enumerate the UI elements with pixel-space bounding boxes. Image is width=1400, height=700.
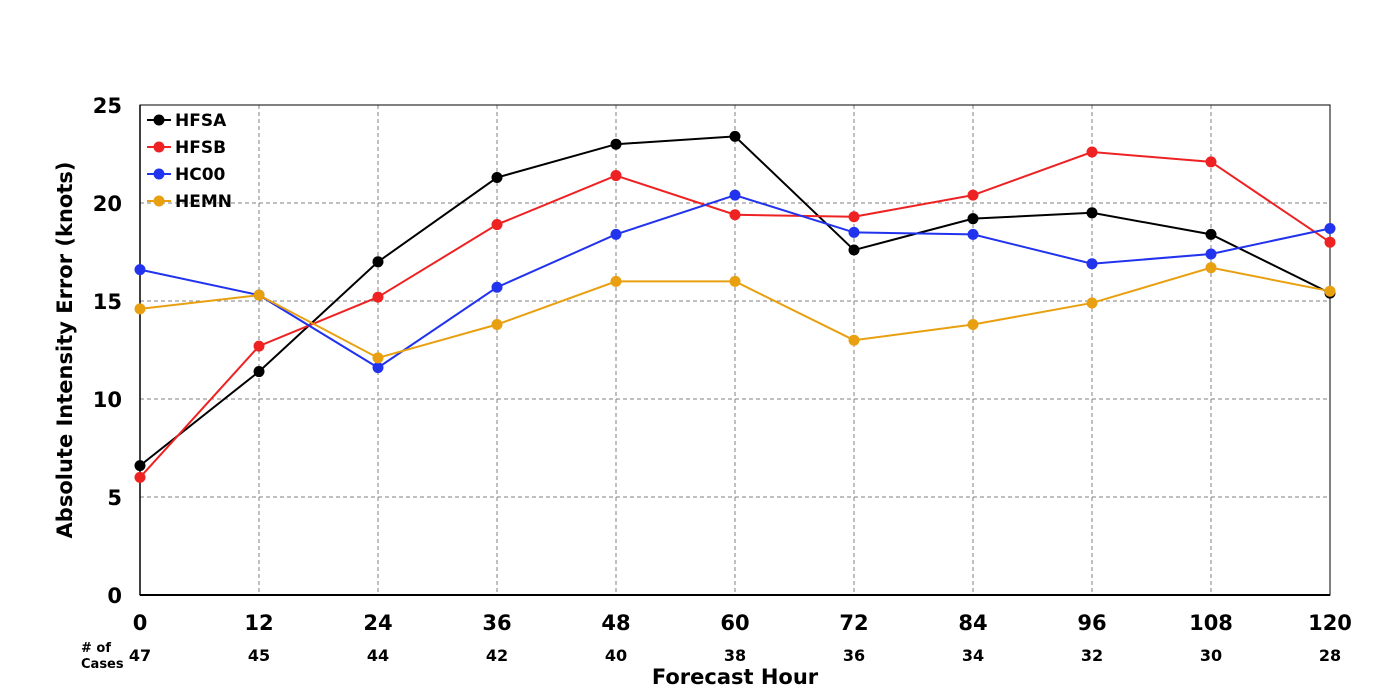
x-tick-label: 84 [958, 611, 987, 635]
data-point-hfsb [372, 291, 384, 303]
data-point-hfsa [848, 244, 860, 256]
legend-swatch-marker [153, 114, 165, 126]
x-tick-label: 36 [482, 611, 511, 635]
x-tick-label: 0 [133, 611, 148, 635]
data-point-hfsb [1205, 156, 1217, 168]
case-count-label: 30 [1200, 646, 1222, 665]
data-point-hc00 [1205, 248, 1217, 260]
data-point-hc00 [848, 226, 860, 238]
y-tick-label: 15 [93, 290, 122, 314]
x-tick-label: 108 [1189, 611, 1233, 635]
y-tick-label: 5 [107, 486, 122, 510]
data-point-hc00 [967, 228, 979, 240]
tick-labels: 0 5 10 15 20 25 0 12 24 36 48 60 72 84 96 108 120 [93, 94, 1352, 635]
case-count-label: 45 [248, 646, 270, 665]
case-count-label: 42 [486, 646, 508, 665]
data-point-hc00 [491, 281, 503, 293]
legend-label-hemn: HEMN [175, 192, 232, 212]
y-tick-label: 25 [93, 94, 122, 118]
data-point-hfsa [372, 256, 384, 268]
data-point-hemn [610, 275, 622, 287]
data-point-hfsb [1086, 146, 1098, 158]
data-point-hc00 [1086, 258, 1098, 270]
data-point-hfsa [729, 130, 741, 142]
y-tick-label: 20 [93, 192, 122, 216]
data-point-hfsb [1324, 236, 1336, 248]
cases-title-line2: Cases [81, 657, 124, 672]
data-point-hfsa [1205, 228, 1217, 240]
grid [140, 105, 1330, 595]
data-point-hemn [491, 319, 503, 331]
series-lines [134, 130, 1336, 483]
x-tick-label: 60 [720, 611, 749, 635]
data-point-hc00 [610, 228, 622, 240]
data-point-hfsb [729, 209, 741, 221]
x-tick-label: 72 [839, 611, 868, 635]
data-point-hfsb [848, 211, 860, 223]
data-point-hfsb [253, 340, 265, 352]
case-count-label: 32 [1081, 646, 1103, 665]
data-point-hemn [729, 275, 741, 287]
data-point-hc00 [372, 362, 384, 374]
data-point-hfsb [967, 189, 979, 201]
data-point-hfsb [134, 471, 146, 483]
data-point-hfsa [253, 366, 265, 378]
data-point-hc00 [134, 264, 146, 276]
data-point-hc00 [729, 189, 741, 201]
data-point-hfsa [134, 460, 146, 472]
case-count-label: 36 [843, 646, 865, 665]
legend-swatch-marker [153, 195, 165, 207]
data-point-hemn [372, 352, 384, 364]
case-count-label: 38 [724, 646, 746, 665]
data-point-hemn [253, 289, 265, 301]
data-point-hfsb [491, 219, 503, 231]
case-count-label: 28 [1319, 646, 1341, 665]
x-tick-label: 24 [363, 611, 392, 635]
data-point-hfsb [610, 170, 622, 182]
legend: HFSA HFSB HC00 HEMN [147, 111, 232, 212]
legend-swatch-marker [153, 168, 165, 180]
x-tick-label: 48 [601, 611, 630, 635]
y-tick-label: 0 [107, 584, 122, 608]
cases-title-line1: # of [81, 641, 111, 656]
data-point-hemn [1324, 285, 1336, 297]
case-count-label: 34 [962, 646, 984, 665]
data-point-hfsa [967, 213, 979, 225]
y-tick-label: 10 [93, 388, 122, 412]
y-axis-title: Absolute Intensity Error (knots) [53, 162, 77, 539]
data-point-hemn [848, 334, 860, 346]
data-point-hc00 [1324, 222, 1336, 234]
case-count-label: 47 [129, 646, 151, 665]
axes [139, 104, 1331, 596]
legend-label-hfsb: HFSB [175, 138, 226, 158]
data-point-hemn [134, 303, 146, 315]
data-point-hfsa [1086, 207, 1098, 219]
x-tick-label: 120 [1308, 611, 1352, 635]
data-point-hfsa [610, 138, 622, 150]
x-tick-label: 96 [1077, 611, 1106, 635]
case-counts: # of Cases 47 45 44 42 40 38 36 34 32 30 28 [81, 641, 1341, 672]
data-point-hfsa [491, 172, 503, 184]
data-point-hemn [1205, 262, 1217, 274]
case-count-label: 44 [367, 646, 389, 665]
x-axis-title: Forecast Hour [652, 665, 819, 689]
legend-swatch-marker [153, 141, 165, 153]
legend-label-hc00: HC00 [175, 165, 226, 185]
legend-label-hfsa: HFSA [175, 111, 227, 131]
data-point-hemn [967, 319, 979, 331]
x-tick-label: 12 [244, 611, 273, 635]
case-count-label: 40 [605, 646, 627, 665]
data-point-hemn [1086, 297, 1098, 309]
